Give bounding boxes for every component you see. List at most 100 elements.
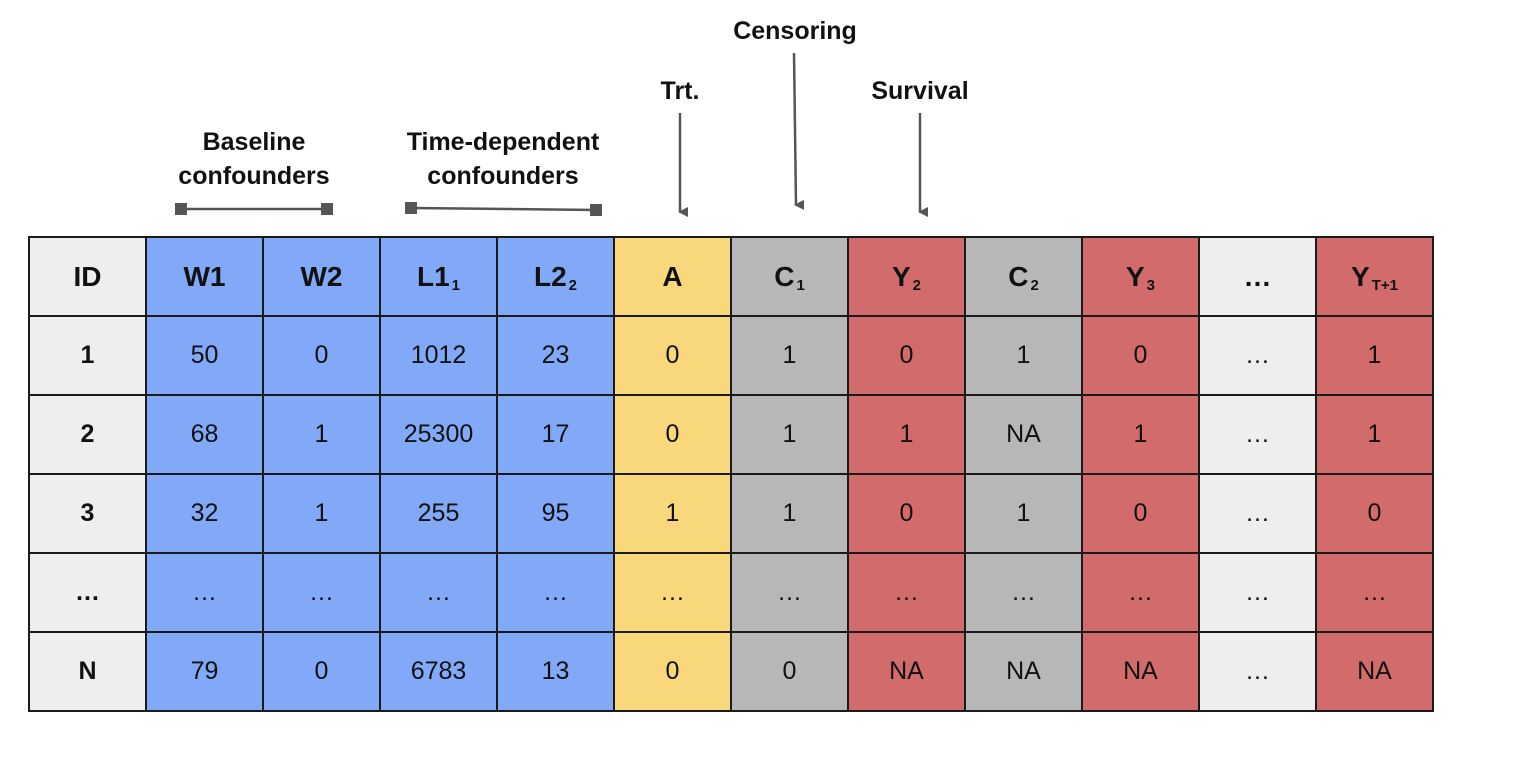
table-row: 3 32 1 255 95 1 1 0 1 0… 0	[28, 473, 1434, 554]
table-cell: 0	[1081, 473, 1200, 554]
data-table: ID W1 W2 L1 1 L2 2 A C 1 Y 2 C 2 Y 3… Y T+1 1 50 0 1012 23 0 1 0 1…	[28, 236, 1434, 712]
table-cell: 1	[730, 315, 849, 396]
table-cell: …	[1081, 552, 1200, 633]
baseline-label-line2: confounders	[178, 162, 330, 190]
header-row: ID W1 W2 L1 1 L2 2 A C 1 Y 2 C 2 Y 3… Y T+1	[28, 236, 1434, 317]
survival-label: Survival	[871, 77, 969, 105]
header-cell: ID	[28, 236, 147, 317]
row-id-cell: 3	[28, 473, 147, 554]
row-id-cell: N	[28, 631, 147, 712]
table-cell: …	[1198, 473, 1317, 554]
table-cell: 1012	[379, 315, 498, 396]
table-cell: …	[964, 552, 1083, 633]
table-cell: 0	[262, 631, 381, 712]
table-cell: 95	[496, 473, 615, 554]
header-cell: A	[613, 236, 732, 317]
table-cell: 255	[379, 473, 498, 554]
baseline-bracket	[175, 203, 333, 215]
table-cell: 13	[496, 631, 615, 712]
header-cell-label: Y	[1125, 260, 1145, 292]
table-cell: …	[379, 552, 498, 633]
table-cell: 0	[262, 315, 381, 396]
table-cell: NA	[1315, 631, 1434, 712]
table-cell: NA	[847, 631, 966, 712]
baseline-label-line1: Baseline	[202, 128, 306, 156]
header-cell: L1 1	[379, 236, 498, 317]
table-cell: 25300	[379, 394, 498, 475]
table-cell: 0	[1315, 473, 1434, 554]
header-cell-label: W2	[300, 260, 343, 292]
table-cell: 1	[262, 473, 381, 554]
row-id-cell: 2	[28, 394, 147, 475]
table-cell: NA	[964, 631, 1083, 712]
table-cell: 0	[847, 473, 966, 554]
table-cell: 0	[847, 315, 966, 396]
table-cell: 0	[730, 631, 849, 712]
header-cell-label: C	[1008, 260, 1029, 292]
table-cell: …	[730, 552, 849, 633]
time-dependent-label-line1: Time-dependent	[406, 128, 600, 156]
table-cell: 6783	[379, 631, 498, 712]
table-cell: …	[1198, 394, 1317, 475]
header-cell-label: A	[662, 260, 683, 292]
header-cell-subscript: 2	[912, 276, 922, 294]
table-cell: 1	[730, 473, 849, 554]
table-cell: 0	[1081, 315, 1200, 396]
row-id-cell: …	[28, 552, 147, 633]
header-cell-label: Y	[1351, 260, 1370, 292]
table-cell: 1	[1315, 394, 1434, 475]
table-cell: …	[262, 552, 381, 633]
baseline-confounders-label: Baseline confounders	[154, 125, 354, 193]
header-cell-label: W1	[183, 260, 226, 292]
header-cell-label: …	[1243, 260, 1272, 292]
table-cell: …	[613, 552, 732, 633]
treatment-label: Trt.	[660, 77, 700, 105]
header-cell-label: L1	[416, 260, 450, 292]
time-dependent-confounders-label: Time-dependent confounders	[383, 125, 623, 193]
table-cell: 1	[964, 315, 1083, 396]
header-cell: …	[1198, 236, 1317, 317]
censoring-label: Censoring	[733, 17, 857, 45]
header-cell-subscript: 2	[1030, 276, 1039, 294]
table-cell: 1	[1315, 315, 1434, 396]
header-cell-subscript: 3	[1146, 276, 1156, 294]
table-cell: 17	[496, 394, 615, 475]
header-cell: W1	[145, 236, 264, 317]
censoring-arrow	[792, 52, 805, 210]
header-cell-label: Y	[891, 260, 911, 292]
table-cell: …	[1198, 315, 1317, 396]
table-cell: …	[496, 552, 615, 633]
header-cell: L2 2	[496, 236, 615, 317]
table-row: 2 68 1 25300 17 0 1 1 NA 1… 1	[28, 394, 1434, 475]
table-cell: 68	[145, 394, 264, 475]
table-cell: 0	[613, 631, 732, 712]
table-cell: …	[847, 552, 966, 633]
header-cell: W2	[262, 236, 381, 317]
table-cell: 1	[964, 473, 1083, 554]
table-row: ………………………………	[28, 552, 1434, 633]
header-cell-label: ID	[73, 260, 102, 292]
header-cell-subscript: 1	[796, 276, 805, 294]
table-cell: NA	[1081, 631, 1200, 712]
header-cell: Y T+1	[1315, 236, 1434, 317]
table-cell: NA	[964, 394, 1083, 475]
table-cell: 0	[613, 315, 732, 396]
table-cell: …	[145, 552, 264, 633]
table-cell: 50	[145, 315, 264, 396]
table-cell: 32	[145, 473, 264, 554]
table-cell: 1	[847, 394, 966, 475]
table-cell: …	[1198, 552, 1317, 633]
table-cell: 1	[262, 394, 381, 475]
table-row: N 79 0 6783 13 0 0 NA NA NA… NA	[28, 631, 1434, 712]
table-body: ID W1 W2 L1 1 L2 2 A C 1 Y 2 C 2 Y 3… Y T+1 1 50 0 1012 23 0 1 0 1…	[28, 236, 1434, 712]
table-cell: 1	[1081, 394, 1200, 475]
table-cell: 23	[496, 315, 615, 396]
time-dependent-label-line2: confounders	[427, 162, 579, 190]
row-id-cell: 1	[28, 315, 147, 396]
table-cell: 0	[613, 394, 732, 475]
header-cell-subscript: 2	[568, 276, 578, 294]
